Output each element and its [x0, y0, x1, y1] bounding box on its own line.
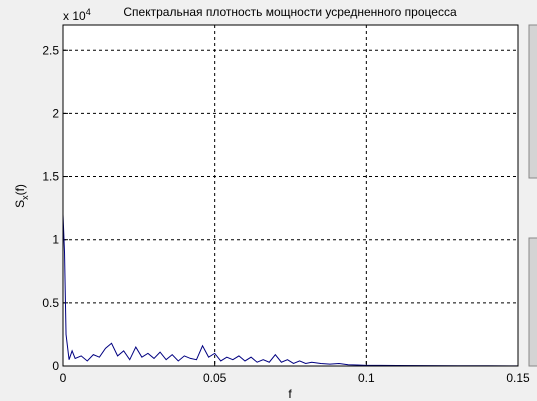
x-tick-label: 0 — [60, 371, 67, 385]
y-label-base: S — [13, 200, 27, 208]
chart-title: Спектральная плотность мощности усреднен… — [123, 5, 457, 19]
y-axis-label: Sx(f) — [13, 184, 30, 208]
y-tick-label: 1.5 — [42, 170, 59, 184]
x-tick-label: 0.05 — [203, 371, 227, 385]
side-panel — [528, 24, 537, 179]
y-label-sub: x — [20, 195, 30, 200]
y-exponent: x 104 — [63, 7, 91, 23]
series-line — [62, 214, 519, 367]
y-tick-label: 2.5 — [42, 43, 59, 57]
axes-box — [62, 24, 519, 367]
x-axis-label: f — [288, 387, 292, 401]
plot-area — [63, 25, 518, 366]
x-tick-label: 0.15 — [506, 371, 530, 385]
y-exponent-power: 4 — [86, 7, 91, 17]
plot-lines — [62, 214, 519, 367]
side-panel — [528, 237, 537, 367]
y-label-rest: (f) — [13, 184, 27, 195]
x-tick-label: 0.1 — [358, 371, 375, 385]
y-tick-label: 1 — [52, 233, 59, 247]
y-tick-label: 0 — [52, 359, 59, 373]
y-tick-label: 2 — [52, 106, 59, 120]
y-tick-label: 0.5 — [42, 296, 59, 310]
y-exponent-base: x 10 — [63, 9, 86, 23]
